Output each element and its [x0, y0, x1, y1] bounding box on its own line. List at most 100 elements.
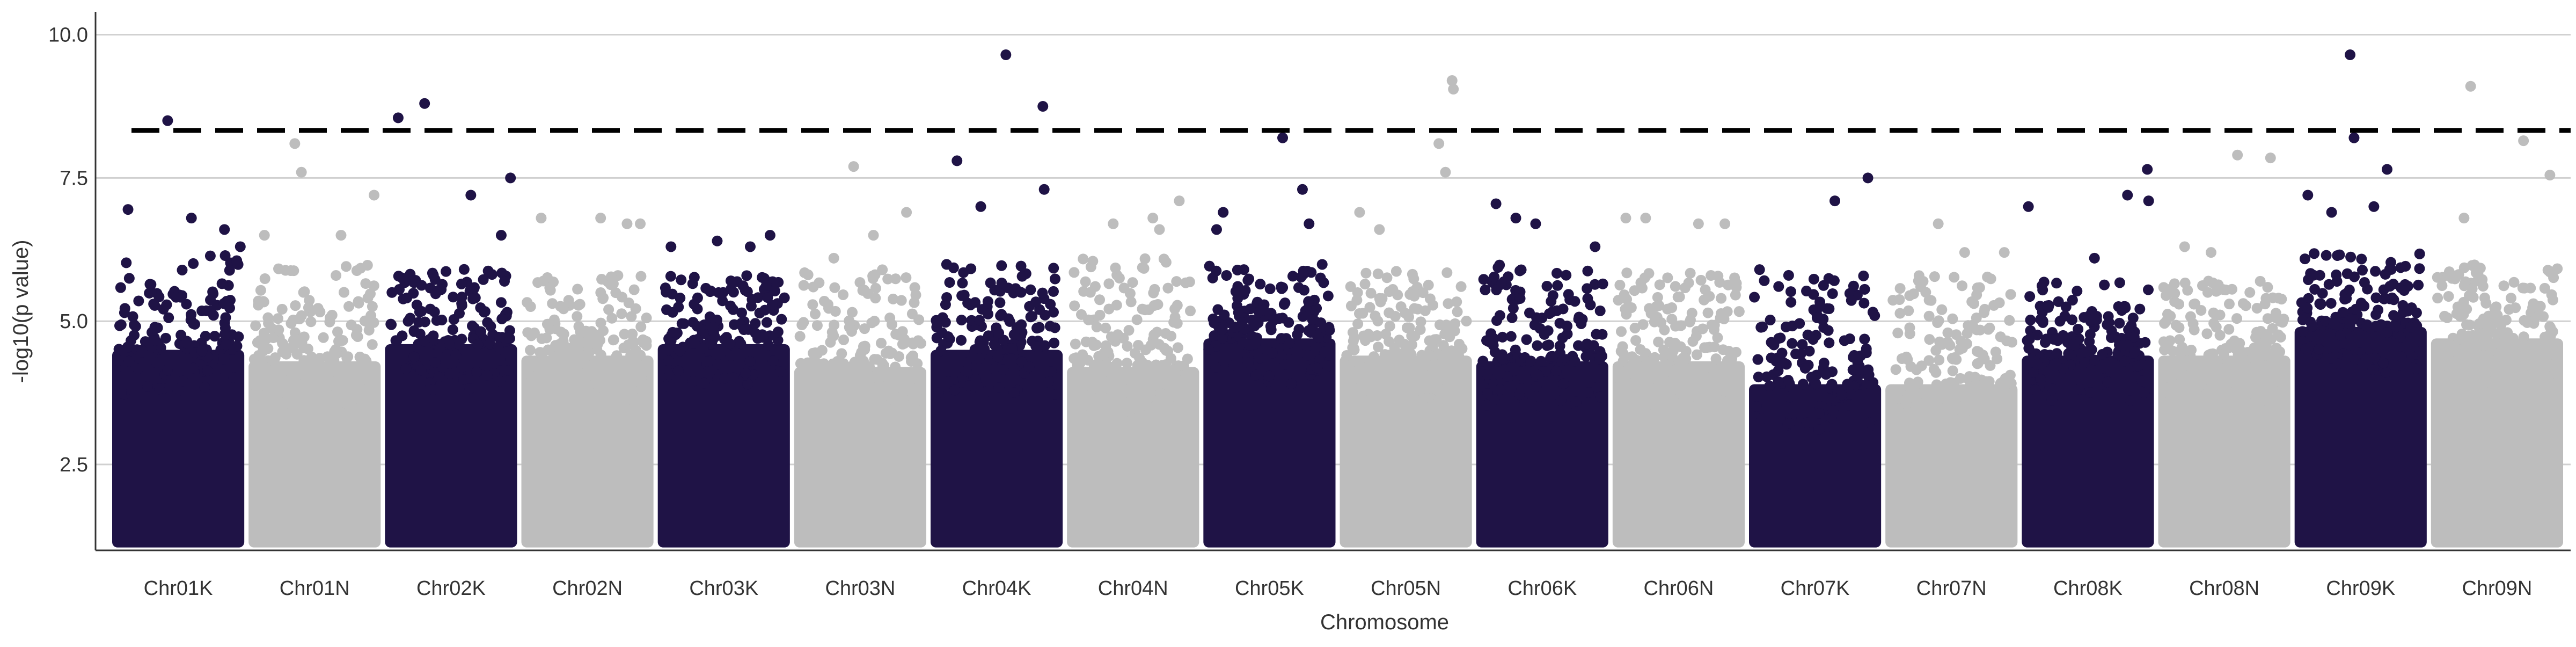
data-point: [1093, 351, 1104, 362]
data-point: [956, 315, 967, 326]
data-point: [2309, 248, 2320, 259]
data-point: [2174, 322, 2185, 333]
data-point: [113, 344, 125, 355]
data-point: [1131, 314, 1143, 325]
data-point: [456, 292, 467, 303]
x-tick-label: Chr03N: [825, 577, 895, 600]
data-point: [1107, 385, 1118, 396]
data-point: [1562, 321, 1573, 332]
data-point: [1960, 404, 1972, 416]
data-point: [1117, 402, 1129, 413]
data-point: [1616, 326, 1627, 337]
point-cloud-body: [657, 344, 790, 548]
data-point: [660, 282, 671, 294]
outlier-point: [219, 224, 230, 235]
data-point: [526, 330, 537, 341]
chromosome-band-Chr06K: [1476, 198, 1608, 548]
data-point: [1373, 341, 1384, 353]
data-point: [713, 287, 724, 298]
outlier-point: [2265, 152, 2276, 164]
data-point: [883, 379, 894, 390]
data-point: [326, 309, 338, 321]
data-point: [1240, 285, 1251, 296]
data-point: [1478, 274, 1489, 285]
data-point: [260, 379, 271, 390]
data-point: [2315, 299, 2326, 310]
data-point: [626, 380, 637, 391]
outlier-point: [495, 230, 507, 241]
data-point: [2524, 354, 2535, 366]
outlier-point: [621, 218, 633, 229]
data-point: [935, 345, 947, 357]
data-point: [724, 338, 736, 350]
data-point: [2370, 321, 2382, 332]
data-point: [1303, 325, 1314, 336]
data-point: [534, 390, 545, 402]
outlier-point: [296, 166, 307, 178]
data-point: [1979, 353, 1990, 365]
data-point: [1268, 315, 1279, 326]
data-point: [435, 342, 446, 353]
data-point: [1455, 281, 1467, 292]
data-point: [1406, 339, 1417, 351]
data-point: [1279, 359, 1290, 370]
data-point: [1978, 392, 1989, 403]
data-point: [1368, 351, 1380, 362]
data-point: [1644, 398, 1655, 410]
data-point: [757, 332, 769, 343]
data-point: [1955, 373, 1966, 384]
data-point: [1591, 329, 1602, 340]
chromosome-band-Chr04N: [1067, 195, 1199, 548]
data-point: [1069, 300, 1080, 311]
outlier-point: [1297, 184, 1308, 195]
data-point: [1808, 289, 1819, 300]
outlier-point: [1783, 270, 1794, 281]
data-point: [1006, 343, 1018, 354]
data-point: [689, 272, 700, 283]
data-point: [391, 335, 402, 346]
data-point: [957, 278, 968, 289]
data-point: [619, 329, 630, 340]
data-point: [1353, 308, 1365, 319]
y-tick-label: 2.5: [60, 454, 88, 476]
data-point: [1452, 306, 1463, 317]
data-point: [1417, 287, 1429, 299]
data-point: [859, 340, 870, 352]
data-point: [2325, 297, 2337, 309]
data-point: [1015, 287, 1027, 298]
data-point: [367, 339, 378, 350]
chromosome-band-Chr09K: [2294, 49, 2427, 548]
data-point: [1300, 339, 1311, 351]
data-point: [908, 397, 919, 408]
data-point: [220, 312, 231, 323]
data-point: [1942, 327, 1953, 338]
data-point: [2414, 263, 2425, 274]
data-point: [2355, 297, 2367, 309]
data-point: [1168, 317, 1180, 328]
data-point: [162, 365, 173, 376]
data-point: [137, 346, 148, 358]
data-point: [1930, 345, 1942, 356]
outlier-point: [1446, 75, 1458, 86]
data-point: [2224, 376, 2235, 388]
data-point: [2473, 329, 2485, 340]
data-point: [2242, 347, 2253, 358]
data-point: [536, 349, 547, 360]
data-point: [2260, 293, 2272, 304]
data-point: [2028, 367, 2039, 378]
data-point: [368, 280, 379, 292]
data-point: [2471, 275, 2483, 287]
data-point: [630, 303, 641, 314]
data-point: [1352, 318, 1364, 330]
data-point: [2436, 280, 2448, 292]
data-point: [2396, 351, 2407, 362]
data-point: [2367, 364, 2379, 375]
data-point: [750, 318, 761, 329]
data-point: [1237, 337, 1248, 348]
data-point: [333, 336, 345, 347]
data-point: [2218, 348, 2229, 360]
data-point: [581, 350, 592, 361]
data-point: [869, 269, 881, 280]
chromosome-band-Chr07K: [1749, 172, 1882, 548]
data-point: [1723, 279, 1734, 290]
